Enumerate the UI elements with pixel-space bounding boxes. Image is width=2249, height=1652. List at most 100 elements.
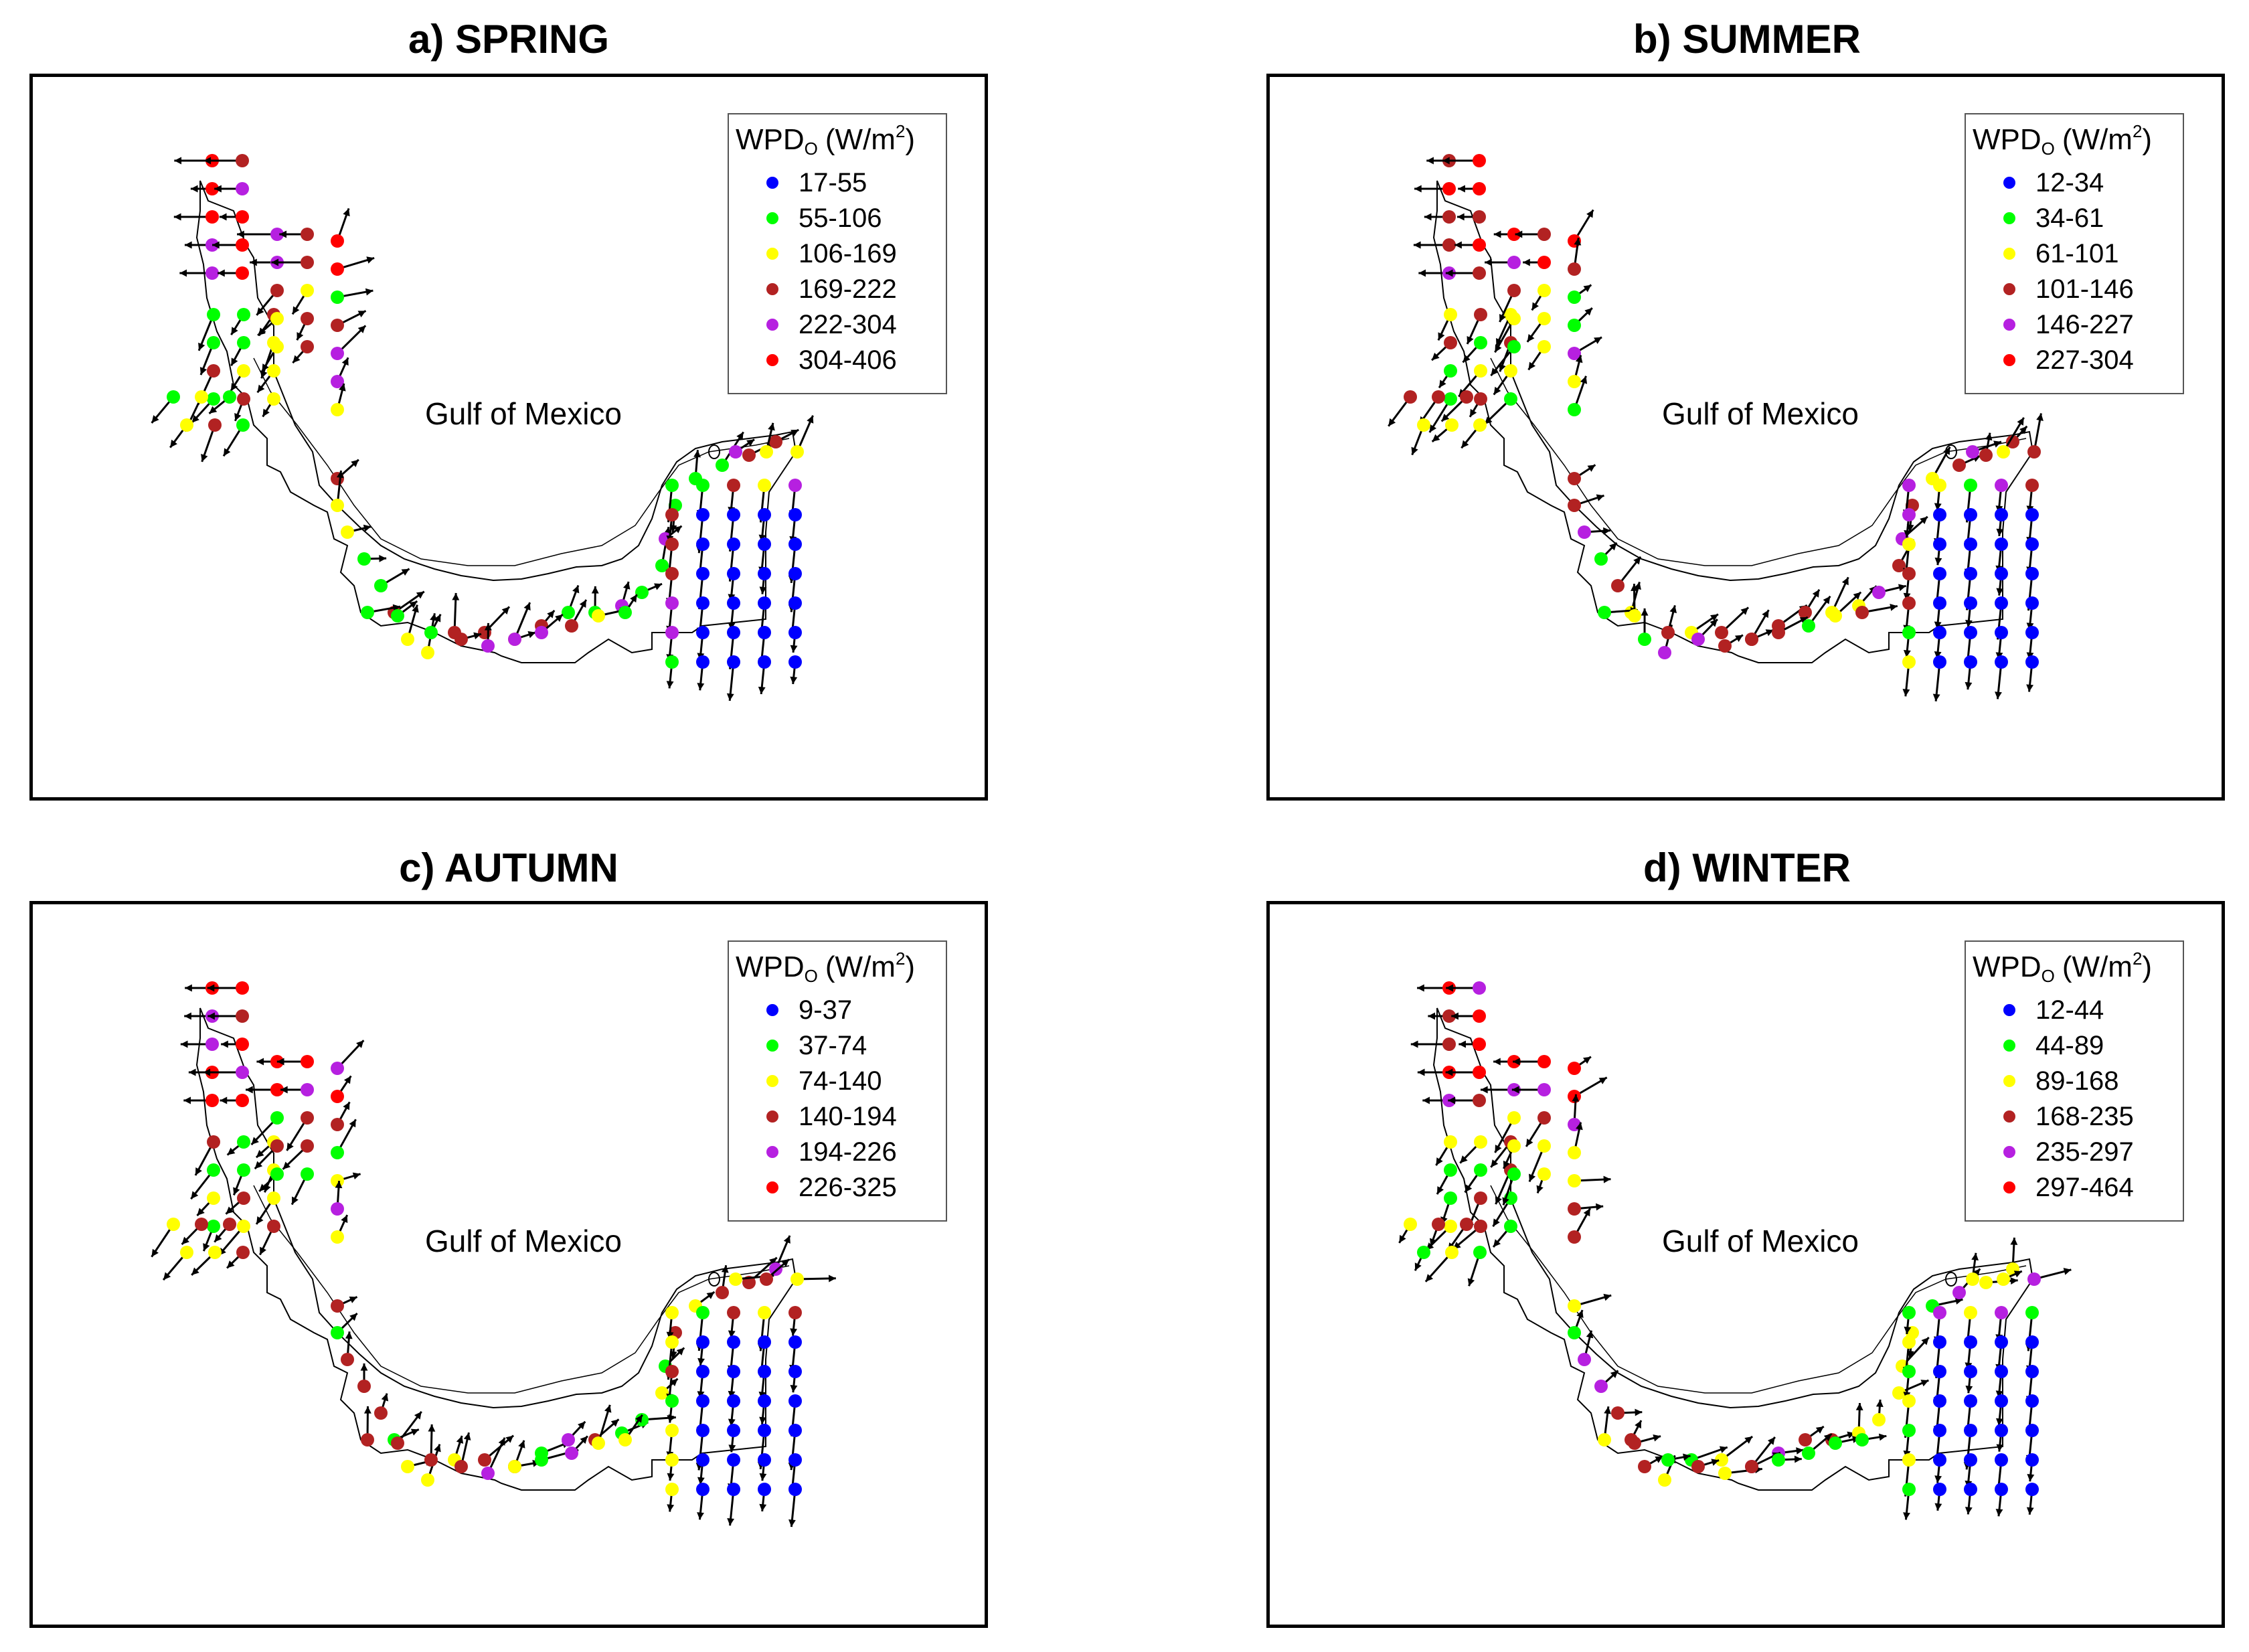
station-wind-vector [331,1075,352,1103]
legend-marker [2003,1110,2015,1123]
station-marker [696,1394,710,1408]
station-wind-vector [190,182,219,195]
station-wind-vector [1628,1434,1661,1450]
station-wind-vector [280,1083,314,1096]
station-marker [301,1055,314,1068]
station-marker [696,596,710,610]
station-wind-vector [1578,525,1611,539]
station-marker [635,586,649,599]
station-wind-vector [341,1331,354,1366]
station-wind-vector [696,1335,710,1366]
gulf-of-mexico-label: Gulf of Mexico [425,1224,622,1258]
station-marker [1995,1306,2008,1319]
station-marker [1933,596,1946,610]
station-marker [331,1174,344,1187]
station-wind-vector [225,1191,250,1215]
station-wind-vector [1902,626,1916,658]
station-marker [1902,508,1916,521]
station-marker [1444,1163,1457,1177]
station-wind-vector [191,392,220,424]
station-marker [1979,448,1993,462]
station-marker [374,579,388,592]
station-marker [2025,1453,2039,1467]
station-marker [270,1139,284,1153]
station-wind-vector [1464,1163,1487,1193]
station-wind-vector [1802,595,1831,633]
station-wind-vector [331,1312,358,1339]
station-marker [331,1090,344,1103]
legend-item: 17-55 [766,165,867,200]
legend-item: 169-222 [766,272,897,307]
station-marker [1902,1483,1916,1496]
station-wind-vector [218,1220,250,1256]
station-marker [237,336,250,349]
station-marker [301,228,314,241]
station-marker [1568,1230,1581,1244]
station-marker [1799,606,1812,619]
station-wind-vector [1594,1370,1619,1393]
station-wind-vector [361,604,401,619]
station-wind-vector [1611,556,1642,592]
station-wind-vector [212,238,249,252]
station-wind-vector [357,1363,371,1393]
station-marker [769,1262,782,1276]
station-marker [208,418,222,432]
station-marker [618,606,632,619]
station-marker [205,1094,219,1107]
station-wind-vector [727,1365,740,1399]
station-wind-vector [190,1163,220,1200]
station-wind-vector [1568,284,1592,304]
station-marker [769,435,782,448]
station-wind-vector [565,599,588,633]
inner-coastline [1490,1185,2027,1394]
legend-item: 168-235 [2003,1099,2134,1134]
station-marker [270,284,284,297]
station-marker [1902,1335,1916,1349]
station-wind-vector [2025,1483,2039,1515]
station-marker [236,418,250,432]
station-wind-vector [1459,1135,1487,1164]
station-marker [1568,375,1581,388]
station-wind-vector [1568,238,1582,276]
station-marker [1444,364,1457,378]
station-wind-vector [207,981,249,995]
island-outline [708,1272,720,1287]
station-wind-vector [1568,1309,1584,1339]
station-marker [727,538,740,551]
legend-item: 34-61 [2003,201,2104,236]
legend-marker [766,1040,778,1052]
station-wind-vector [1467,1246,1487,1287]
station-marker [1964,1335,1977,1349]
station-marker [167,390,180,404]
station-marker [270,1167,284,1181]
station-marker [727,1335,740,1349]
station-marker [635,1413,649,1426]
station-wind-vector [219,210,249,224]
station-marker [1902,1424,1916,1437]
station-marker [236,1094,249,1107]
station-wind-vector [1494,1111,1521,1153]
station-wind-vector [1398,1218,1417,1244]
legend-item: 74-140 [766,1064,882,1098]
station-marker [1995,538,2008,551]
station-wind-vector [197,308,220,351]
station-marker [758,479,771,492]
station-marker [1594,552,1608,566]
station-marker [565,619,578,633]
station-wind-vector [1964,1335,1977,1370]
station-wind-vector [1483,392,1517,425]
station-marker [237,1163,250,1177]
station-marker [401,1460,414,1473]
station-marker [758,1394,771,1408]
station-wind-vector [2025,655,2039,692]
station-wind-vector [203,154,249,167]
legend: WPDO (W/m2) 12-34 34-61 61-101 101-146 1… [1965,113,2184,394]
legend: WPDO (W/m2) 9-37 37-74 74-140 140-194 19… [728,940,947,1222]
station-marker [331,1146,344,1159]
station-marker [665,1306,679,1319]
station-marker [1995,1453,2008,1467]
station-wind-vector [246,1083,284,1096]
station-wind-vector [2027,1268,2072,1286]
station-marker [1964,626,1977,639]
station-marker [357,552,371,566]
